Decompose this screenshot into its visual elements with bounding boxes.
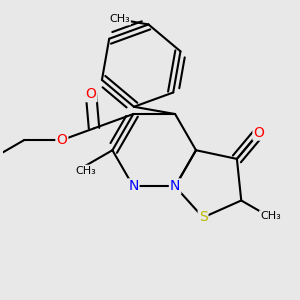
- Text: O: O: [254, 126, 264, 140]
- Text: CH₃: CH₃: [109, 14, 130, 24]
- Text: CH₃: CH₃: [75, 166, 96, 176]
- Text: N: N: [128, 179, 139, 194]
- Text: N: N: [170, 179, 180, 194]
- Text: O: O: [85, 87, 97, 101]
- Text: S: S: [199, 211, 207, 224]
- Text: CH₃: CH₃: [260, 211, 281, 221]
- Text: O: O: [56, 133, 67, 147]
